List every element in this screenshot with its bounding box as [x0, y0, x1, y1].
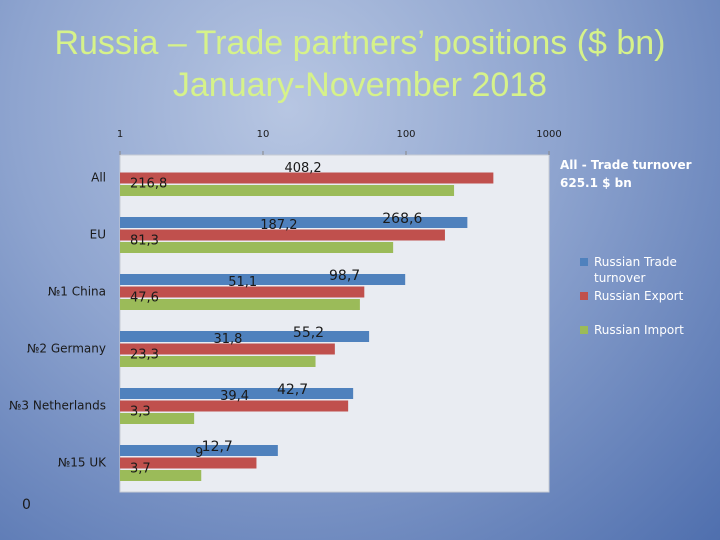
legend-swatch	[580, 292, 588, 300]
data-label: 81,3	[130, 234, 159, 249]
y-tick-label: №15 UK	[58, 456, 107, 470]
bar	[120, 356, 316, 367]
data-label: 9	[195, 446, 203, 461]
data-label: 55,2	[293, 325, 324, 341]
x-tick-label: 1000	[536, 129, 561, 140]
bar	[120, 343, 335, 355]
bar	[120, 331, 370, 342]
bar	[120, 229, 445, 241]
bar	[120, 286, 365, 298]
legend-item: Russian Export	[580, 288, 690, 304]
chart-title: Russia – Trade partners’ positions ($ bn…	[54, 24, 666, 104]
data-label: 42,7	[277, 382, 308, 398]
data-label: 3,3	[130, 405, 151, 420]
bar	[120, 242, 394, 253]
bar	[120, 172, 494, 184]
footnote: 0	[22, 497, 31, 513]
y-tick-label: №2 Germany	[27, 342, 106, 356]
bar	[120, 274, 406, 285]
data-label: 408,2	[284, 161, 321, 176]
y-tick-label: №1 China	[48, 285, 106, 299]
data-label: 216,8	[130, 177, 167, 192]
legend-label: Russian Import	[594, 323, 684, 337]
legend-item: Russian Trade turnover	[580, 254, 690, 286]
data-label: 47,6	[130, 291, 159, 306]
legend-swatch	[580, 326, 588, 334]
bar	[120, 445, 278, 456]
data-label: 39,4	[220, 389, 249, 404]
legend-label: Russian Trade turnover	[594, 255, 677, 285]
x-tick-label: 1	[117, 129, 123, 140]
bar	[120, 388, 354, 399]
bar	[120, 217, 468, 228]
data-label: 3,7	[130, 462, 151, 477]
legend-label: Russian Export	[594, 289, 684, 303]
data-label: 31,8	[213, 332, 242, 347]
y-tick-label: All	[91, 171, 106, 185]
bar	[120, 457, 257, 469]
data-label: 12,7	[202, 439, 233, 455]
data-label: 268,6	[382, 211, 422, 227]
x-tick-label: 100	[396, 129, 415, 140]
data-label: 51,1	[228, 275, 257, 290]
data-label: 187,2	[260, 218, 297, 233]
data-label: 23,3	[130, 348, 159, 363]
annotation: All - Trade turnover 625.1 $ bn	[560, 158, 692, 190]
bar	[120, 413, 195, 424]
bar	[120, 400, 349, 412]
plot-area	[119, 154, 550, 493]
legend-swatch	[580, 258, 588, 266]
legend-item: Russian Import	[580, 322, 690, 338]
bar	[120, 185, 455, 196]
bar	[120, 470, 202, 481]
y-tick-label: EU	[90, 228, 106, 242]
bar	[120, 299, 360, 310]
data-label: 98,7	[329, 268, 360, 284]
x-tick-label: 10	[257, 129, 270, 140]
y-tick-label: №3 Netherlands	[9, 399, 106, 413]
